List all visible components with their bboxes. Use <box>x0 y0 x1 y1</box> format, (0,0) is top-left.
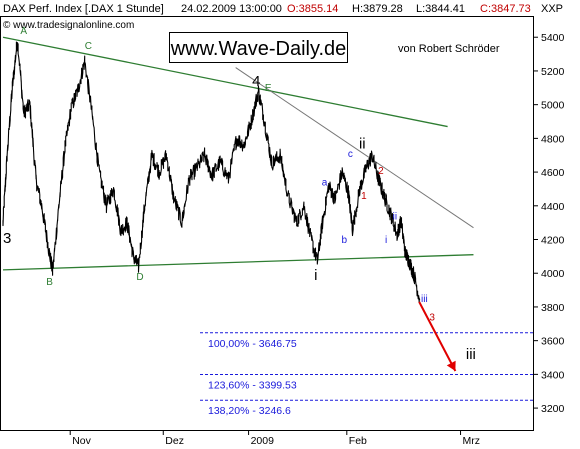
wave-label: ii <box>393 211 397 222</box>
y-tick-label: 4600 <box>541 167 565 179</box>
x-tick-label: Dez <box>165 435 184 447</box>
y-tick-label: 3800 <box>541 302 565 314</box>
fib-label: 138,20% - 3246.6 <box>208 405 291 417</box>
wave-label: iii <box>421 294 428 305</box>
wave-label: iii <box>466 346 476 363</box>
wave-label: i <box>385 235 387 246</box>
wave-label: c <box>348 149 353 160</box>
brand-site: www.Wave-Daily.de <box>170 38 347 60</box>
channel-line <box>235 67 474 229</box>
wave-label: b <box>341 235 347 246</box>
wave-label: 2 <box>378 166 384 177</box>
x-tick-label: 2009 <box>251 435 275 447</box>
header-symbol: XXP <box>541 3 563 15</box>
fib-label: 123,60% - 3399.53 <box>208 379 297 391</box>
wave-label: D <box>136 272 143 283</box>
y-tick-label: 4800 <box>541 133 565 145</box>
y-tick-label: 3400 <box>541 369 565 381</box>
y-tick-label: 4000 <box>541 268 565 280</box>
source-credit: © www.tradesignalonline.com <box>3 20 134 31</box>
lower-trendline <box>2 254 474 271</box>
y-tick-label: 3200 <box>541 403 565 415</box>
header-high: H:3879.28 <box>352 3 403 15</box>
header-close: C:3847.73 <box>480 3 531 15</box>
wave-label: 3 <box>3 230 11 247</box>
annotation-lines <box>2 36 474 271</box>
wave-label: 4 <box>252 73 260 90</box>
price-line <box>2 41 421 304</box>
header-open: O:3855.14 <box>287 3 338 15</box>
wave-label: 1 <box>361 191 367 202</box>
fibonacci-levels: 100,00% - 3646.75 123,60% - 3399.53 138,20… <box>200 332 533 417</box>
projection-line <box>418 301 457 372</box>
wave-label: B <box>46 277 53 288</box>
header-instrument: DAX Perf. Index [.DAX 1 Stunde] <box>3 3 164 15</box>
wave-label: E <box>265 83 272 94</box>
y-tick-label: 4400 <box>541 201 565 213</box>
projection-arrowhead <box>446 360 456 371</box>
header-datetime: 24.02.2009 13:00:00 <box>181 3 282 15</box>
fib-label: 100,00% - 3646.75 <box>208 338 297 350</box>
brand-box <box>169 32 348 63</box>
y-axis: 3200 3400 3600 3800 4000 4200 4400 4600 4800 5000… <box>533 32 565 415</box>
y-tick-label: 4200 <box>541 235 565 247</box>
wave-label: a <box>322 178 328 189</box>
upper-trendline <box>2 36 448 128</box>
x-tick-label: Nov <box>72 435 91 447</box>
x-tick-label: Mrz <box>463 435 481 447</box>
y-tick-label: 5400 <box>541 32 565 44</box>
y-tick-label: 3600 <box>541 336 565 348</box>
y-tick-label: 5200 <box>541 66 565 78</box>
x-tick-label: Feb <box>349 435 367 447</box>
brand-author: von Robert Schröder <box>398 43 500 55</box>
projection-arrow <box>418 301 457 372</box>
price-series <box>2 41 421 304</box>
x-axis: Nov Dez 2009 Feb Mrz <box>69 430 481 447</box>
wave-label: C <box>85 41 92 52</box>
wave-label: i <box>314 267 317 284</box>
wave-label: 3 <box>429 312 435 323</box>
wave-label: ii <box>359 135 366 152</box>
header-low: L:3844.41 <box>416 3 465 15</box>
wave-label: A <box>20 26 27 37</box>
y-tick-label: 5000 <box>541 100 565 112</box>
